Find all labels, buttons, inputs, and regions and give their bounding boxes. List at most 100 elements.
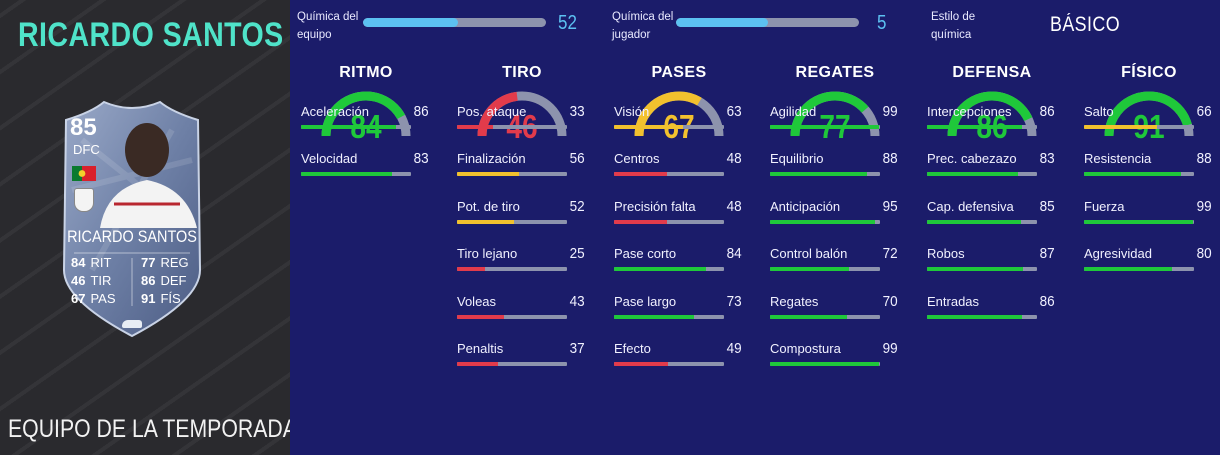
player-name-title: RICARDO SANTOS (18, 16, 284, 54)
stat-bar-fill (457, 362, 498, 366)
stat-bar-fill (1084, 125, 1157, 129)
category-gauge: 77 (787, 88, 883, 145)
stat-label: Entradas (927, 294, 980, 309)
player-chemistry-value: 5 (877, 12, 887, 34)
stat-row: Efecto 49 (614, 340, 744, 371)
category-title: DEFENSA (952, 64, 1032, 81)
stat-label: Visión (614, 104, 650, 119)
stat-value: 83 (1039, 150, 1055, 167)
stat-row: Anticipación 95 (770, 198, 900, 229)
stat-label: Finalización (457, 151, 526, 166)
stat-bar-fill (770, 267, 850, 271)
gauge-fill (477, 91, 567, 137)
stat-label: Compostura (770, 341, 841, 356)
stat-row: Fuerza 99 (1084, 198, 1214, 229)
stat-row: Entradas 86 (927, 293, 1057, 324)
stat-label: Penaltis (457, 341, 504, 356)
stat-label: Fuerza (1084, 199, 1125, 214)
stat-bar-fill (301, 172, 393, 176)
stat-bar-fill (770, 172, 867, 176)
stat-bar (770, 267, 880, 271)
stat-row: Pos. ataque 33 (457, 103, 587, 134)
stat-bar-fill (614, 267, 707, 271)
gauge-fill (634, 91, 724, 137)
stat-bar-fill (770, 220, 875, 224)
stat-bar (770, 220, 880, 224)
stat-bar-fill (457, 267, 485, 271)
stat-row: Agresividad 80 (1084, 245, 1214, 276)
stat-value: 52 (569, 198, 585, 215)
club-badge-icon (74, 188, 94, 212)
stat-row: Pase corto 84 (614, 245, 744, 276)
stat-row: Pot. de tiro 52 (457, 198, 587, 229)
stat-row: Centros 48 (614, 150, 744, 181)
stat-row: Precisión falta 48 (614, 198, 744, 229)
stat-value: 86 (1039, 103, 1055, 120)
gauge-fill (1104, 91, 1194, 137)
stat-bar (1084, 125, 1194, 129)
stat-value: 25 (569, 245, 585, 262)
stat-label: Precisión falta (614, 199, 696, 214)
stat-label: Pot. de tiro (457, 199, 520, 214)
stat-label: Intercepciones (927, 104, 1012, 119)
category-gauge: 67 (631, 88, 727, 145)
stat-bar (770, 315, 880, 319)
stat-row: Aceleración 86 (301, 103, 431, 134)
stat-bar (614, 362, 724, 366)
stat-bar-fill (614, 125, 684, 129)
player-head (125, 123, 169, 177)
stat-value: 88 (882, 150, 898, 167)
stat-bar-fill (927, 220, 1021, 224)
player-card[interactable]: 85 DFC RICARDO SANTOS 84 RIT 77 REG 46 TIR … (52, 100, 212, 338)
stat-bar-fill (457, 172, 519, 176)
stat-value: 72 (882, 245, 898, 262)
stat-bar-fill (614, 362, 668, 366)
stat-label: Efecto (614, 341, 651, 356)
stat-bar-fill (614, 172, 667, 176)
stat-value: 99 (882, 340, 898, 357)
stat-value: 83 (413, 150, 429, 167)
card-stat: 86 DEF (141, 273, 187, 288)
category-title: TIRO (502, 64, 542, 81)
stat-bar-fill (770, 315, 847, 319)
stat-value: 33 (569, 103, 585, 120)
card-stat: 46 TIR (71, 273, 112, 288)
category-title: RITMO (339, 64, 393, 81)
stat-bar (1084, 220, 1194, 224)
stat-bar-fill (301, 125, 396, 129)
stat-row: Visión 63 (614, 103, 744, 134)
team-chemistry-value: 52 (558, 12, 577, 34)
stat-bar (301, 172, 411, 176)
card-rating: 85 (70, 114, 97, 141)
stat-row: Voleas 43 (457, 293, 587, 324)
stat-bar-fill (1084, 220, 1193, 224)
stat-value: 43 (569, 293, 585, 310)
player-panel: RICARDO SANTOS 85 DFC RI (0, 0, 290, 455)
stat-bar (770, 125, 880, 129)
stat-bar (614, 267, 724, 271)
stat-value: 48 (726, 150, 742, 167)
stat-value: 99 (882, 103, 898, 120)
stat-row: Resistencia 88 (1084, 150, 1214, 181)
stat-value: 49 (726, 340, 742, 357)
stat-bar (770, 172, 880, 176)
stat-bar (927, 125, 1037, 129)
stat-bar-fill (457, 315, 505, 319)
stat-label: Pos. ataque (457, 104, 527, 119)
stat-value: 56 (569, 150, 585, 167)
stat-value: 85 (1039, 198, 1055, 215)
category-title: REGATES (795, 64, 875, 81)
stat-bar (614, 220, 724, 224)
stat-bar-fill (927, 267, 1023, 271)
stat-bar (927, 267, 1037, 271)
card-stat: 77 REG (141, 255, 189, 270)
category-title: FÍSICO (1121, 64, 1177, 81)
stat-value: 66 (1196, 103, 1212, 120)
stat-bar (927, 315, 1037, 319)
chemistry-style-value[interactable]: BÁSICO (1050, 13, 1121, 36)
stat-row: Velocidad 83 (301, 150, 431, 181)
card-stat: 67 PAS (71, 291, 116, 306)
stat-label: Tiro lejano (457, 246, 518, 261)
stat-label: Control balón (770, 246, 848, 261)
stat-value: 37 (569, 340, 585, 357)
